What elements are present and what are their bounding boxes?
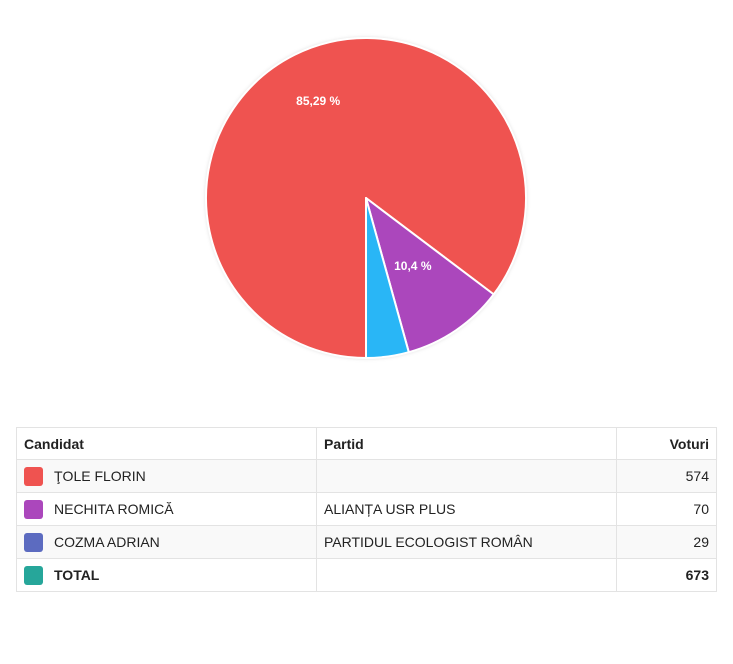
- candidate-color-swatch: [24, 532, 43, 552]
- candidate-name: ŢOLE FLORIN: [54, 468, 146, 484]
- total-label-cell: TOTAL: [16, 558, 317, 592]
- pie-slice-label: 10,4 %: [394, 259, 432, 273]
- header-party[interactable]: Partid: [316, 427, 617, 460]
- pie-slice-label: 85,29 %: [296, 94, 340, 108]
- total-label: TOTAL: [54, 567, 100, 583]
- votes-cell: 70: [616, 492, 717, 526]
- pie-chart-svg: 85,29 % 10,4 %: [205, 37, 527, 359]
- party-cell: [316, 459, 617, 493]
- header-votes[interactable]: Voturi: [616, 427, 717, 460]
- table-row: ŢOLE FLORIN 574: [16, 459, 717, 493]
- party-cell: PARTIDUL ECOLOGIST ROMÂN: [316, 525, 617, 559]
- votes-cell: 29: [616, 525, 717, 559]
- candidate-color-swatch: [24, 499, 43, 519]
- candidate-cell: NECHITA ROMICĂ: [16, 492, 317, 526]
- candidate-cell: ŢOLE FLORIN: [16, 459, 317, 493]
- party-cell: ALIANȚA USR PLUS: [316, 492, 617, 526]
- table-row: COZMA ADRIAN PARTIDUL ECOLOGIST ROMÂN 29: [16, 525, 717, 559]
- candidate-cell: COZMA ADRIAN: [16, 525, 317, 559]
- pie-slice[interactable]: [365, 197, 495, 354]
- votes-cell: 574: [616, 459, 717, 493]
- header-candidate[interactable]: Candidat: [16, 427, 317, 460]
- pie-slice[interactable]: [365, 197, 410, 359]
- results-table: Candidat Partid Voturi ŢOLE FLORIN 574 N…: [16, 427, 717, 592]
- table-row: NECHITA ROMICĂ ALIANȚA USR PLUS 70: [16, 492, 717, 526]
- total-party-cell: [316, 558, 617, 592]
- table-header-row: Candidat Partid Voturi: [16, 427, 717, 460]
- candidate-name: COZMA ADRIAN: [54, 534, 160, 550]
- pie-chart: 85,29 % 10,4 %: [196, 28, 536, 368]
- total-row: TOTAL 673: [16, 558, 717, 592]
- candidate-color-swatch: [24, 466, 43, 486]
- candidate-name: NECHITA ROMICĂ: [54, 501, 174, 517]
- total-votes-cell: 673: [616, 558, 717, 592]
- total-color-swatch: [24, 565, 43, 585]
